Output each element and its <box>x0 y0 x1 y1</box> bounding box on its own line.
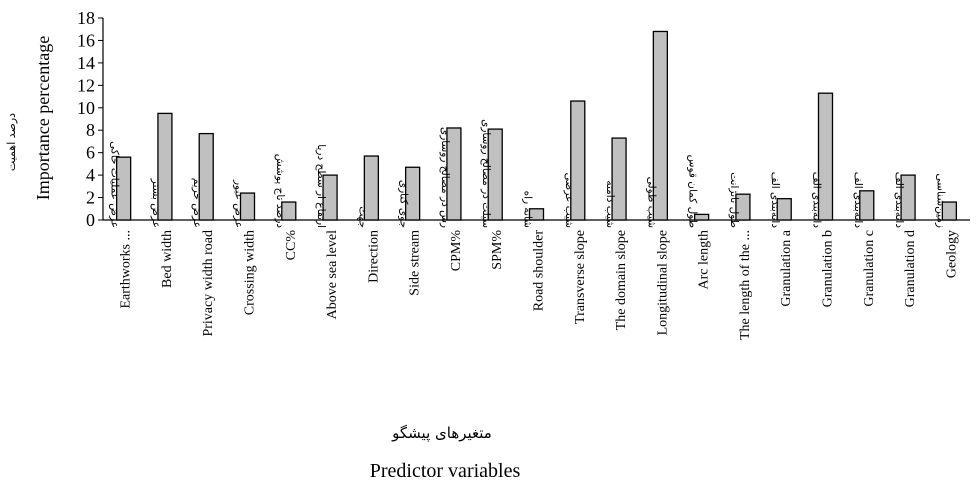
x-tick-label: Privacy width road <box>201 230 216 337</box>
bar <box>941 201 958 221</box>
y-tick-label: 14 <box>77 53 95 73</box>
x-tick-label-persian: شانه راه <box>522 191 534 228</box>
x-axis-label: Predictor variables <box>370 460 521 482</box>
y-tick-label: 18 <box>77 8 95 28</box>
bar <box>115 156 132 221</box>
x-tick-label-persian: ارتفاع از سطح دریا <box>315 144 327 228</box>
x-tick-label: Arc length <box>697 230 712 289</box>
y-tick-label: 4 <box>86 165 95 185</box>
bar <box>693 213 710 221</box>
x-tick-label: Granulation d <box>903 230 918 307</box>
y-tick-label: 2 <box>86 188 95 208</box>
x-tick-label-persian: دانه‌بندی الف <box>769 172 781 229</box>
bar <box>157 112 173 221</box>
y-tick-label: 6 <box>86 143 95 163</box>
x-tick-label: Bed width <box>160 230 175 288</box>
bar <box>859 190 875 221</box>
x-tick-label-persian: دانه‌بندی الف <box>893 172 905 229</box>
x-tick-label-persian: طول تانژانت <box>728 172 740 228</box>
x-tick-label-persian: دانه‌بندی الف <box>852 172 864 229</box>
x-tick-label: Granulation b <box>821 230 836 307</box>
bar <box>239 192 256 221</box>
y-tick-label: 0 <box>86 210 95 230</box>
x-tick-label: The length of the ... <box>738 230 753 340</box>
y-tick-label: 12 <box>77 75 95 95</box>
bar <box>652 30 669 221</box>
bar <box>817 92 834 221</box>
bar <box>611 137 627 221</box>
y-axis-label: Importance percentage <box>33 36 53 200</box>
x-tick-label: Crossing width <box>243 230 258 315</box>
bar <box>198 132 214 221</box>
bar <box>363 155 380 221</box>
x-axis-tick-labels: عرض عملیات خاکی Earthworks ... عرض بستر Bed… <box>109 119 960 340</box>
x-tick-label-persian: عرض حریم <box>191 178 203 228</box>
x-tick-label: The domain slope <box>614 230 629 330</box>
x-tick-label-persian: جوی کناری <box>398 180 410 228</box>
x-tick-label-persian: شیب دامنه <box>604 180 616 228</box>
x-tick-label-persian: عرض عملیات خاکی <box>109 141 121 228</box>
bar <box>404 166 421 221</box>
x-tick-label: Granulation a <box>779 229 794 306</box>
x-tick-label: Longitudinal slope <box>655 230 670 335</box>
x-tick-label-persian: سیلت در مصالح روسازی <box>480 119 492 228</box>
x-tick-label-persian: جهت <box>356 206 368 228</box>
bar <box>900 174 916 221</box>
bars <box>103 30 970 221</box>
x-tick-label-persian: طول کمان قوس <box>687 155 699 228</box>
bar <box>281 201 297 221</box>
bar <box>487 128 503 221</box>
x-tick-label: CC% <box>284 230 299 261</box>
x-tick-label: Geology <box>944 230 959 278</box>
x-tick-label: Transverse slope <box>573 230 588 324</box>
x-tick-label-persian: رس در مصالح روسازی <box>439 127 451 228</box>
y-axis-label-persian: درصد اهمیت <box>5 113 18 171</box>
x-tick-label: Granulation c <box>862 230 877 307</box>
x-tick-label: Side stream <box>408 230 423 296</box>
bar <box>570 100 586 221</box>
x-tick-label: Earthworks ... <box>119 230 134 309</box>
bar <box>528 208 545 221</box>
bar <box>735 193 751 221</box>
x-tick-label: Direction <box>366 230 381 283</box>
x-tick-label: SPM% <box>490 230 505 270</box>
x-tick-label-persian: عرض عبور <box>233 179 245 228</box>
x-tick-label: Above sea level <box>325 230 340 320</box>
y-tick-label: 8 <box>86 120 95 140</box>
x-tick-label: Road shoulder <box>532 230 547 312</box>
bar <box>776 198 792 221</box>
x-tick-label-persian: زمین‌شناسی <box>934 173 946 228</box>
x-tick-label-persian: درصد تاج پوشش <box>274 154 286 229</box>
y-tick-label: 10 <box>77 98 95 118</box>
x-tick-label: CPM% <box>449 230 464 272</box>
x-tick-label-persian: عرض بستر <box>150 178 162 228</box>
bar <box>322 174 338 221</box>
x-tick-label-persian: شیب طولی <box>645 177 657 228</box>
x-tick-label-persian: شیب عرضی <box>563 173 575 228</box>
x-axis-label-persian: متغیرهای پیشگو <box>391 424 492 443</box>
bar <box>446 127 462 221</box>
x-tick-label-persian: دانه‌بندی الف <box>811 172 823 229</box>
y-tick-label: 16 <box>77 30 95 50</box>
